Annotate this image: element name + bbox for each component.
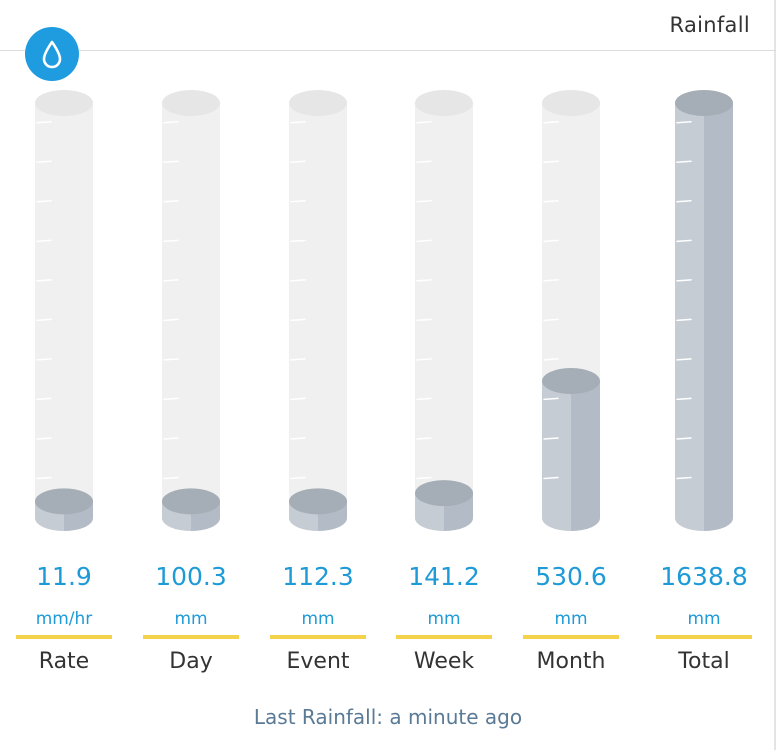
gauge-value-event: 112.3 (282, 562, 354, 591)
gauge-tube-day (162, 90, 220, 531)
gauge-value-week: 141.2 (408, 562, 480, 591)
gauge-underline-day (143, 635, 239, 639)
gauge-fill-month (542, 381, 571, 518)
gauge-tube-event (289, 90, 347, 531)
gauge-underline-event (270, 635, 366, 639)
gauge-tube-week (415, 90, 473, 531)
gauge-value-rate: 11.9 (36, 562, 92, 591)
gauge-unit-day: mm (174, 609, 208, 629)
gauge-label-week: Week (413, 649, 475, 674)
gauge-unit-event: mm (301, 609, 335, 629)
gauge-value-day: 100.3 (155, 562, 227, 591)
gauge-underline-month (523, 635, 619, 639)
gauge-value-month: 530.6 (535, 562, 607, 591)
gauge-tube-month (542, 90, 600, 531)
raindrop-icon (25, 27, 79, 81)
gauge-unit-total: mm (687, 609, 721, 629)
last-rainfall-text: Last Rainfall: a minute ago (253, 705, 523, 729)
gauge-unit-week: mm (427, 609, 461, 629)
gauge-label-rate: Rate (38, 649, 90, 674)
gauge-underline-total (656, 635, 752, 639)
gauge-fill-total (675, 103, 704, 518)
gauge-underline-week (396, 635, 492, 639)
gauge-tube-total (675, 90, 733, 531)
gauge-label-month: Month (536, 649, 606, 674)
gauge-label-total: Total (678, 649, 730, 674)
gauge-label-day: Day (169, 649, 213, 674)
widget-title: Rainfall (669, 13, 750, 37)
gauge-tube-rate (35, 90, 93, 531)
gauge-underline-rate (16, 635, 112, 639)
gauge-unit-month: mm (554, 609, 588, 629)
gauge-label-event: Event (286, 649, 350, 674)
gauge-unit-rate: mm/hr (35, 609, 93, 629)
header-divider (0, 50, 776, 51)
gauge-value-total: 1638.8 (660, 562, 748, 591)
